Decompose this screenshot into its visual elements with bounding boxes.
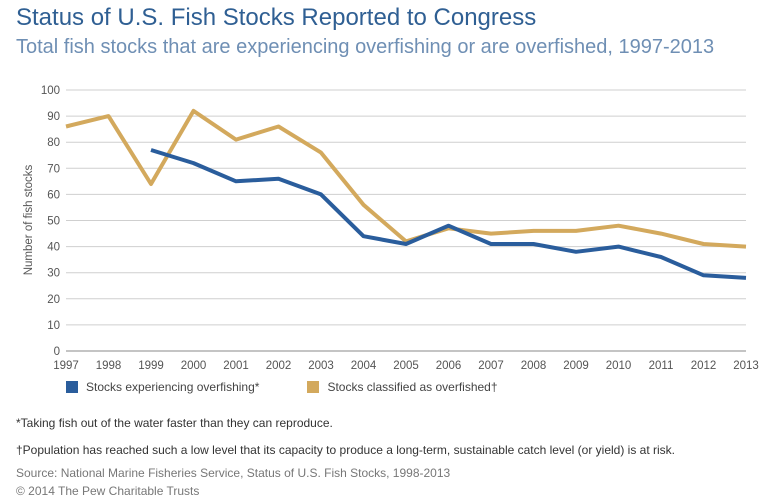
- x-tick-label: 2002: [266, 360, 292, 372]
- x-tick-label: 2010: [606, 360, 632, 372]
- y-tick-label: 0: [54, 346, 60, 358]
- series-line-overfishing: [150, 148, 747, 280]
- source-note: Source: National Marine Fisheries Servic…: [16, 466, 451, 480]
- legend-item-overfishing: Stocks experiencing overfishing*: [66, 380, 259, 394]
- y-tick-label: 50: [47, 216, 60, 228]
- legend-swatch-overfishing: [66, 381, 78, 393]
- y-tick-label: 80: [47, 137, 60, 149]
- x-tick-label: 1997: [53, 360, 79, 372]
- x-tick-label: 2011: [649, 360, 674, 372]
- x-tick-label: 1998: [96, 360, 122, 372]
- y-axis-label: Number of fish stocks: [23, 164, 35, 275]
- x-tick-label: 2003: [308, 360, 334, 372]
- x-tick-label: 1999: [138, 360, 164, 372]
- series-lines: [65, 108, 747, 280]
- x-tick-label: 2005: [393, 360, 419, 372]
- line-chart: Number of fish stocks 0 10 20 30 40 50 60 70 80 9…: [23, 85, 759, 372]
- series-line-overfished: [65, 108, 747, 249]
- y-tick-label: 20: [47, 294, 60, 306]
- y-tick-label: 90: [47, 111, 60, 123]
- x-tick-labels: 1997 1998 1999 2000 2001 2002 2003 2004 2005 2006…: [53, 360, 759, 372]
- y-tick-label: 100: [41, 85, 60, 97]
- x-tick-label: 2007: [478, 360, 504, 372]
- footnote-overfishing: *Taking fish out of the water faster tha…: [16, 416, 333, 430]
- legend-swatch-overfished: [307, 381, 320, 393]
- x-tick-label: 2000: [181, 360, 207, 372]
- y-tick-labels: 0 10 20 30 40 50 60 70 80 90 100: [41, 85, 60, 358]
- y-tick-label: 40: [47, 242, 60, 254]
- legend-label-overfished: Stocks classified as overfished†: [327, 380, 498, 394]
- y-tick-label: 30: [47, 268, 60, 280]
- y-tick-label: 10: [47, 320, 60, 332]
- x-tick-label: 2004: [351, 360, 377, 372]
- legend-label-overfishing: Stocks experiencing overfishing*: [86, 380, 260, 394]
- legend-item-overfished: Stocks classified as overfished†: [307, 380, 498, 394]
- legend: Stocks experiencing overfishing* Stocks …: [66, 380, 498, 394]
- footnote-overfished: †Population has reached such a low level…: [16, 443, 676, 457]
- y-tick-label: 60: [47, 189, 60, 201]
- chart-subtitle: Total fish stocks that are experiencing …: [16, 36, 715, 58]
- x-tick-label: 2009: [563, 360, 589, 372]
- x-tick-label: 2006: [436, 360, 462, 372]
- x-tick-label: 2012: [691, 360, 717, 372]
- x-tick-label: 2008: [521, 360, 547, 372]
- copyright-note: © 2014 The Pew Charitable Trusts: [16, 484, 200, 498]
- grid-lines: [66, 89, 746, 352]
- y-tick-label: 70: [47, 163, 60, 175]
- chart-title: Status of U.S. Fish Stocks Reported to C…: [16, 4, 537, 31]
- x-tick-label: 2013: [733, 360, 759, 372]
- x-tick-label: 2001: [223, 360, 249, 372]
